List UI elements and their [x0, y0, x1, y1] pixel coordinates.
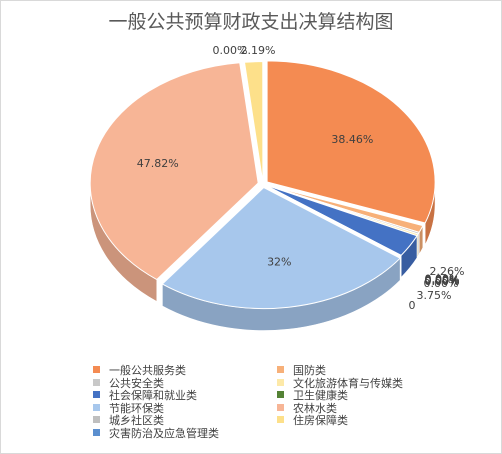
- legend-label: 城乡社区类: [109, 414, 164, 428]
- data-label-extra-5: 0.00%: [425, 273, 460, 286]
- legend-swatch: [277, 416, 284, 424]
- data-labels: 38.46%3.75%032%47.82%0.00%2.26%0.00%0.00…: [137, 44, 465, 312]
- data-label-extra-4: 0.00%: [425, 273, 460, 286]
- data-label-extra-3: 0.00%: [425, 274, 460, 287]
- legend-swatch: [93, 378, 100, 386]
- legend-label: 卫生健康类: [293, 389, 348, 403]
- data-label-extra-0: 2.26%: [430, 265, 465, 278]
- legend-item: 公共安全类: [93, 375, 164, 391]
- pie-slice-6: [161, 186, 401, 310]
- legend-swatch: [277, 366, 284, 373]
- legend-item: 住房保障类: [277, 412, 348, 428]
- legend-label: 社会保障和就业类: [109, 389, 197, 403]
- pie-slice-0: [266, 60, 436, 224]
- legend-swatch: [93, 366, 100, 373]
- legend-label: 灾害防治及应急管理类: [109, 427, 219, 440]
- legend-item: 节能环保类: [93, 400, 164, 416]
- legend-item: 国防类: [277, 362, 326, 378]
- legend-label: 农林水类: [293, 401, 337, 415]
- legend-item: 城乡社区类: [93, 412, 164, 428]
- chart-title: 一般公共预算财政支出决算结构图: [108, 11, 394, 33]
- data-label-extra-6: 0.00%: [213, 44, 248, 57]
- legend-swatch: [93, 403, 100, 411]
- data-label-extra-7: 2.19%: [241, 44, 276, 57]
- data-label-0: 38.46%: [331, 133, 373, 146]
- legend-swatch: [277, 403, 284, 411]
- legend-label: 节能环保类: [109, 401, 164, 415]
- legend-swatch: [93, 429, 100, 436]
- legend-item: 灾害防治及应急管理类: [93, 425, 219, 441]
- data-label-8: 0.00%: [424, 277, 459, 290]
- legend-item: 农林水类: [277, 400, 337, 416]
- pie-slice-7: [89, 62, 259, 281]
- legend-swatch: [277, 378, 284, 386]
- data-label-extra-2: 0.00%: [425, 274, 460, 287]
- pie-slice-5: [264, 184, 402, 257]
- data-label-4: 3.75%: [417, 289, 452, 302]
- legend-item: 社会保障和就业类: [93, 387, 197, 403]
- data-label-extra-1: 0.00%: [425, 275, 460, 288]
- legend-item: 一般公共服务类: [93, 362, 186, 378]
- legend-swatch: [93, 391, 100, 399]
- data-label-7: 47.82%: [137, 157, 179, 170]
- legend-label: 国防类: [293, 364, 326, 377]
- legend-label: 住房保障类: [293, 414, 348, 428]
- legend-swatch: [93, 416, 100, 424]
- legend-item: 文化旅游体育与传媒类: [277, 375, 403, 391]
- legend-label: 公共安全类: [109, 376, 164, 390]
- legend-label: 文化旅游体育与传媒类: [293, 376, 403, 390]
- legend-label: 一般公共服务类: [109, 364, 186, 377]
- legend-item: 卫生健康类: [277, 387, 348, 403]
- pie-tops: [89, 60, 436, 310]
- data-label-6: 32%: [267, 256, 291, 269]
- data-label-5: 0: [409, 299, 416, 312]
- legend-swatch: [277, 391, 284, 399]
